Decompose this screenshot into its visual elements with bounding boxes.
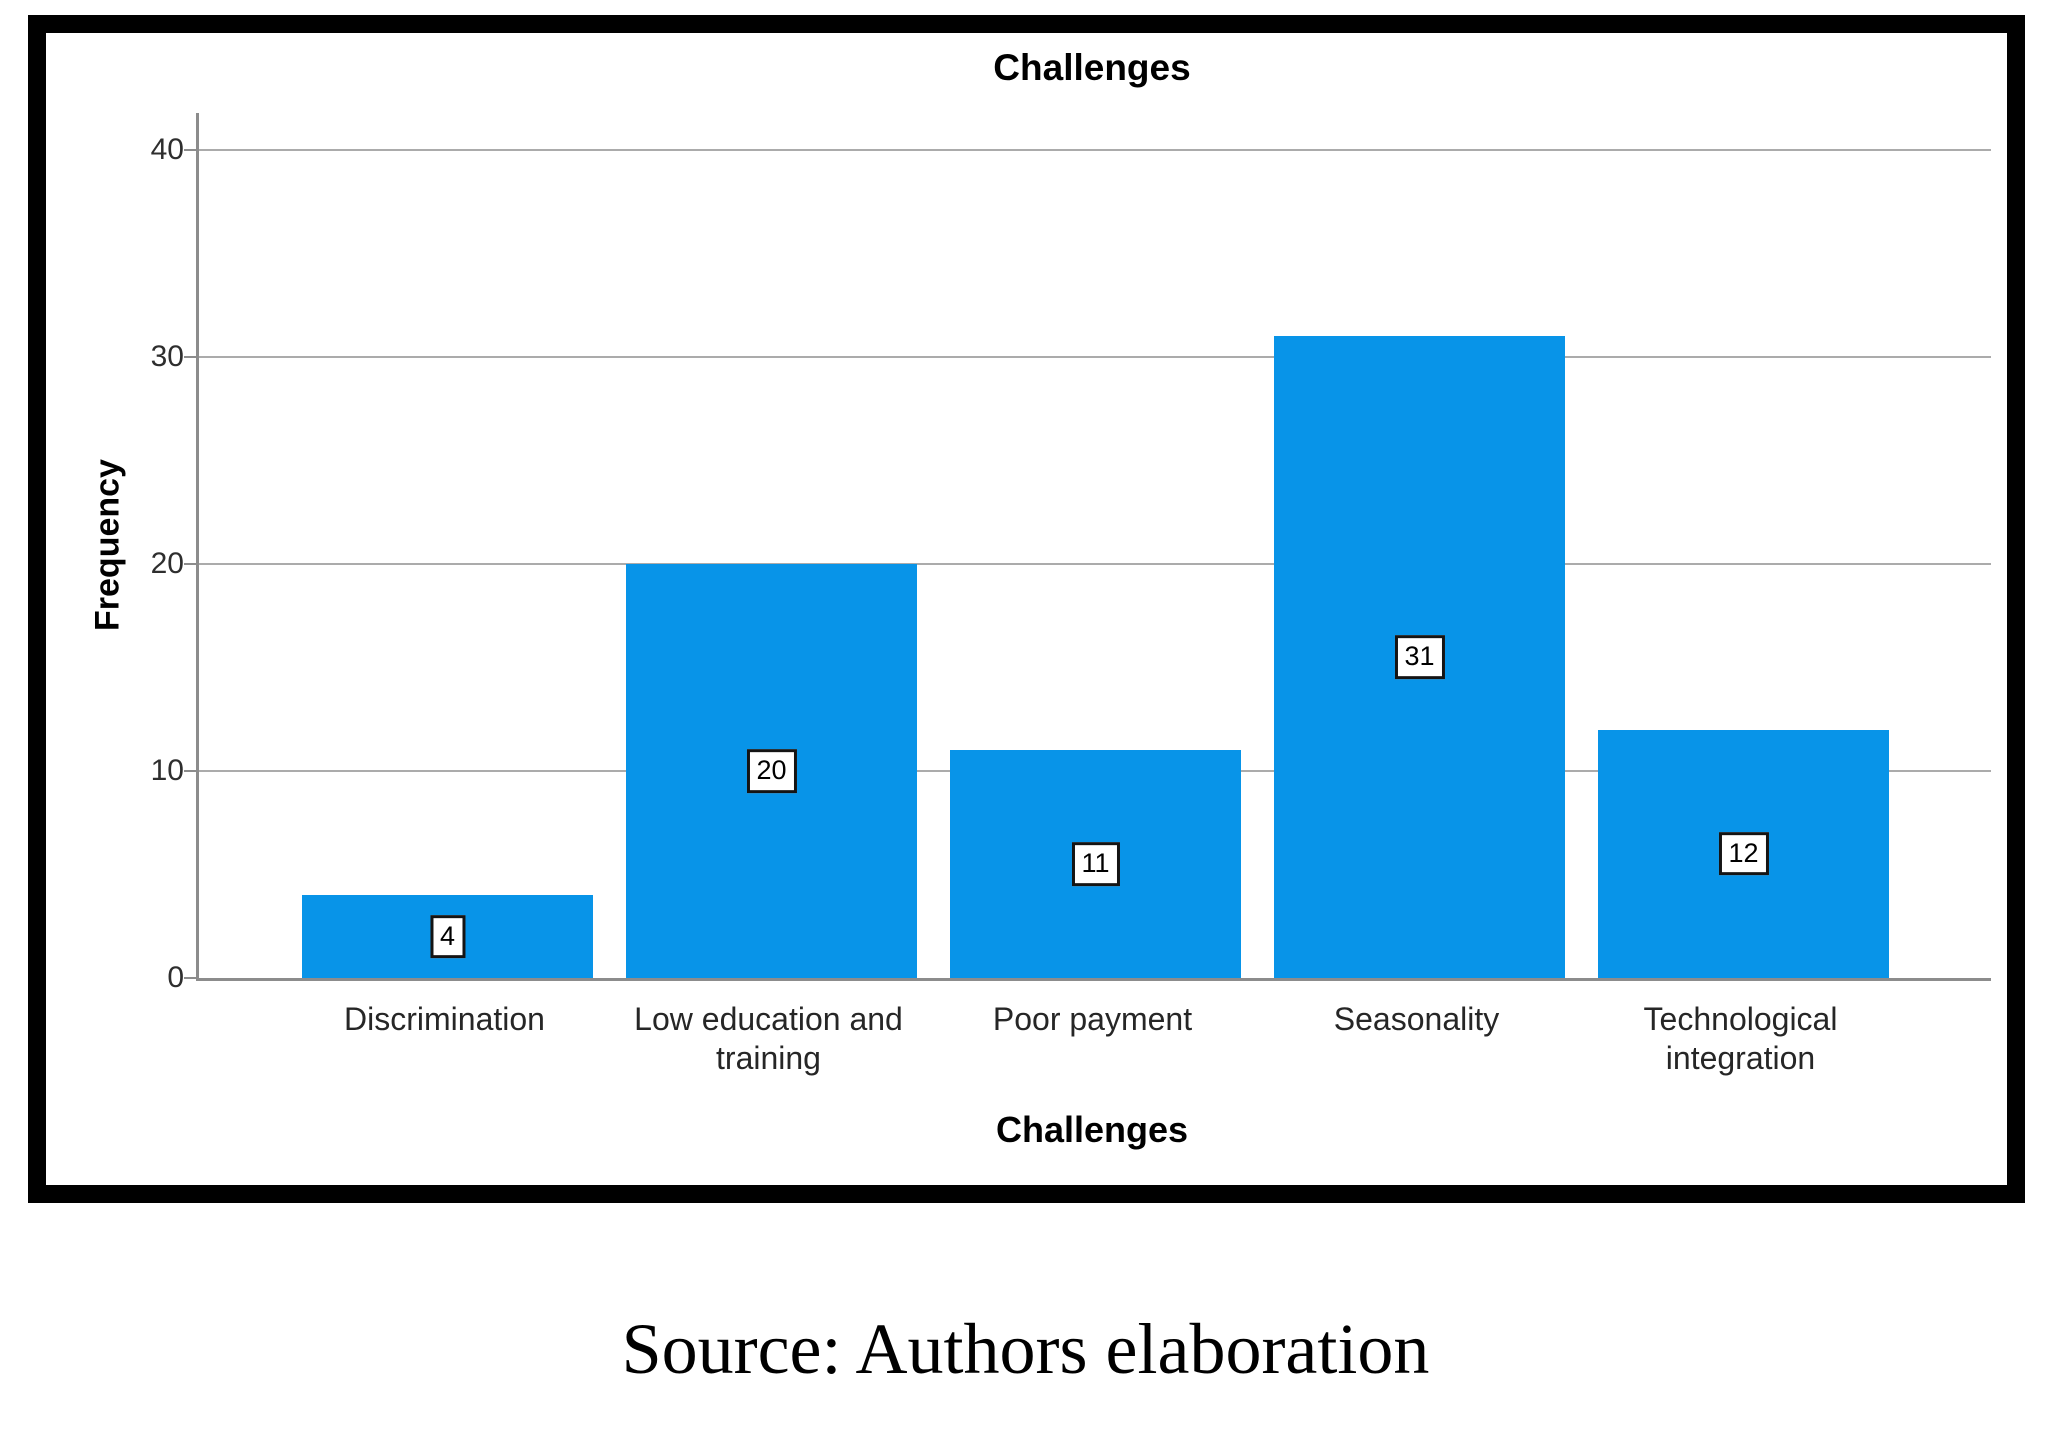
- bar-technological-integration: 12: [1598, 729, 1889, 978]
- y-tick-mark: [184, 770, 196, 772]
- x-category-label-discrimination: Discrimination: [344, 1001, 545, 1037]
- y-tick-label-0: 0: [167, 961, 184, 994]
- bar-seasonality: 31: [1274, 336, 1565, 978]
- x-category-label-low-education-and-training: Low education and training: [634, 1001, 903, 1076]
- y-axis-label: Frequency: [88, 459, 127, 631]
- y-tick-label-30: 30: [150, 340, 184, 373]
- x-axis-title: Challenges: [995, 1109, 1189, 1150]
- bar-value-label: 11: [1071, 842, 1120, 886]
- y-tick-label-10: 10: [150, 754, 184, 787]
- bar-value-label: 4: [429, 914, 466, 959]
- source-caption: Source: Authors elaboration: [621, 1309, 1430, 1389]
- y-tick-label-40: 40: [150, 133, 184, 166]
- bar-discrimination: 4: [302, 895, 593, 978]
- chart-frame: Challenges Frequency 4 20 11 31 12 0 10 20 30 40…: [28, 15, 2025, 1203]
- y-tick-mark: [184, 356, 196, 358]
- y-tick-mark: [184, 149, 196, 151]
- x-category-label-technological-integration: Technological integration: [1643, 1001, 1838, 1076]
- x-category-label-seasonality: Seasonality: [1333, 1001, 1500, 1037]
- bar-value-label: 20: [746, 749, 797, 793]
- bar-value-label: 31: [1394, 635, 1445, 679]
- plot-area: 4 20 11 31 12: [196, 113, 1991, 981]
- y-tick-label-20: 20: [150, 547, 184, 580]
- bar-low-education-and-training: 20: [626, 564, 917, 978]
- gridline-y-30: [199, 356, 1991, 358]
- chart-title: Challenges: [993, 47, 1191, 88]
- gridline-y-20: [199, 563, 1991, 565]
- x-category-label-poor-payment: Poor payment: [992, 1001, 1193, 1037]
- bar-value-label: 12: [1718, 831, 1769, 876]
- y-tick-mark: [184, 563, 196, 565]
- bar-poor-payment: 11: [950, 750, 1241, 978]
- gridline-y-40: [199, 149, 1991, 151]
- y-tick-mark: [184, 977, 196, 979]
